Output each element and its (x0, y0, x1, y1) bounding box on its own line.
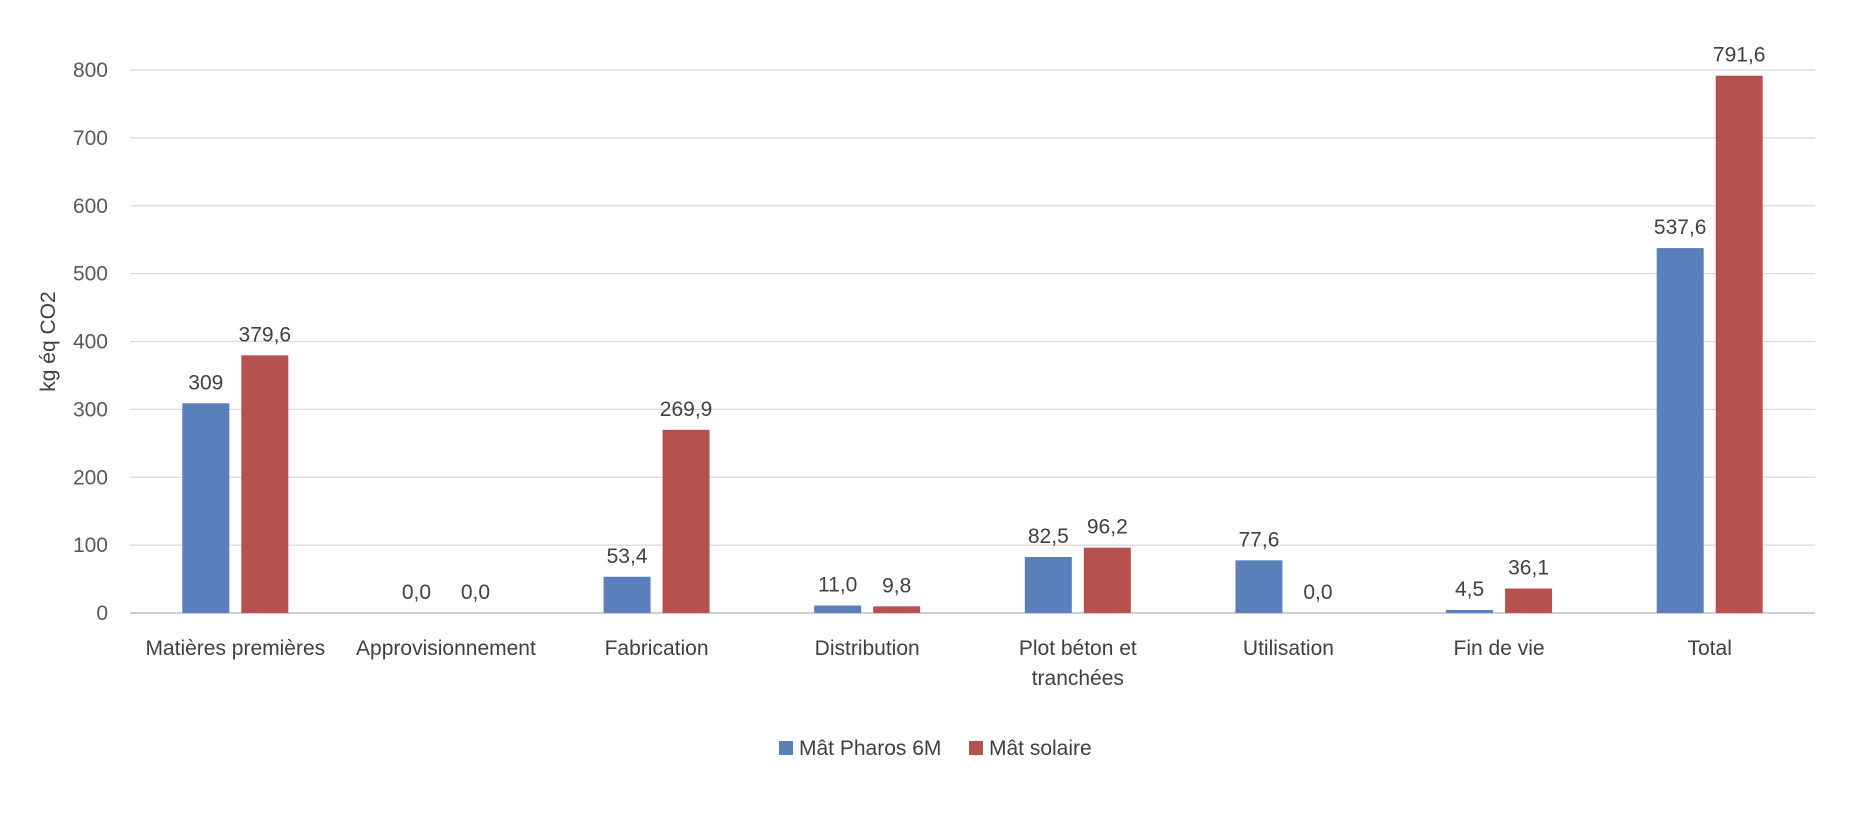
bar-pharos (603, 576, 651, 613)
y-tick-label: 400 (73, 331, 108, 354)
x-tick-label: Total (1688, 637, 1732, 660)
data-label: 11,0 (818, 574, 857, 597)
legend-label: Mât Pharos 6M (799, 737, 941, 760)
data-label: 269,9 (660, 398, 713, 421)
bar-solaire (241, 355, 289, 613)
data-label: 77,6 (1239, 528, 1280, 551)
bar-pharos (814, 605, 862, 613)
data-label: 379,6 (239, 323, 292, 346)
bar-solaire (1505, 588, 1553, 613)
bar-pharos (182, 403, 230, 613)
y-tick-label: 0 (96, 602, 108, 625)
x-tick-label: Distribution (815, 637, 920, 660)
bar-pharos (1024, 557, 1072, 613)
legend-swatch (779, 741, 793, 755)
bar-pharos (1656, 248, 1704, 613)
bar-solaire (1715, 75, 1763, 614)
x-tick-label: Matières premières (145, 637, 325, 660)
data-label: 309 (188, 371, 223, 394)
legend-label: Mât solaire (989, 737, 1092, 760)
data-label: 53,4 (607, 545, 648, 568)
data-label: 0,0 (461, 581, 490, 604)
y-tick-label: 700 (73, 127, 108, 150)
bar-pharos (1446, 609, 1494, 613)
bar-solaire (873, 606, 921, 613)
y-tick-label: 600 (73, 195, 108, 218)
x-tick-label: Utilisation (1243, 637, 1334, 660)
x-tick-label: Fin de vie (1454, 637, 1545, 660)
x-tick-label: Fabrication (605, 637, 709, 660)
bar-solaire (1083, 547, 1131, 613)
data-label: 0,0 (1303, 581, 1332, 604)
data-label: 96,2 (1087, 516, 1128, 539)
bar-pharos (1235, 560, 1283, 613)
y-axis-title: kg éq CO2 (37, 291, 60, 391)
data-label: 82,5 (1028, 525, 1069, 548)
y-tick-label: 300 (73, 398, 108, 421)
data-label: 0,0 (402, 581, 431, 604)
x-tick-label: Plot béton et (1019, 637, 1137, 660)
y-tick-label: 800 (73, 59, 108, 82)
data-label: 36,1 (1508, 556, 1549, 579)
data-label: 537,6 (1654, 216, 1707, 239)
y-tick-label: 500 (73, 263, 108, 286)
data-label: 4,5 (1455, 578, 1484, 601)
y-tick-label: 100 (73, 534, 108, 557)
data-label: 791,6 (1713, 44, 1766, 67)
legend-swatch (969, 741, 983, 755)
data-label: 9,8 (882, 574, 911, 597)
y-tick-label: 200 (73, 466, 108, 489)
x-tick-label: Approvisionnement (356, 637, 536, 660)
bar-solaire (662, 429, 710, 613)
x-tick-label: tranchées (1032, 667, 1124, 690)
